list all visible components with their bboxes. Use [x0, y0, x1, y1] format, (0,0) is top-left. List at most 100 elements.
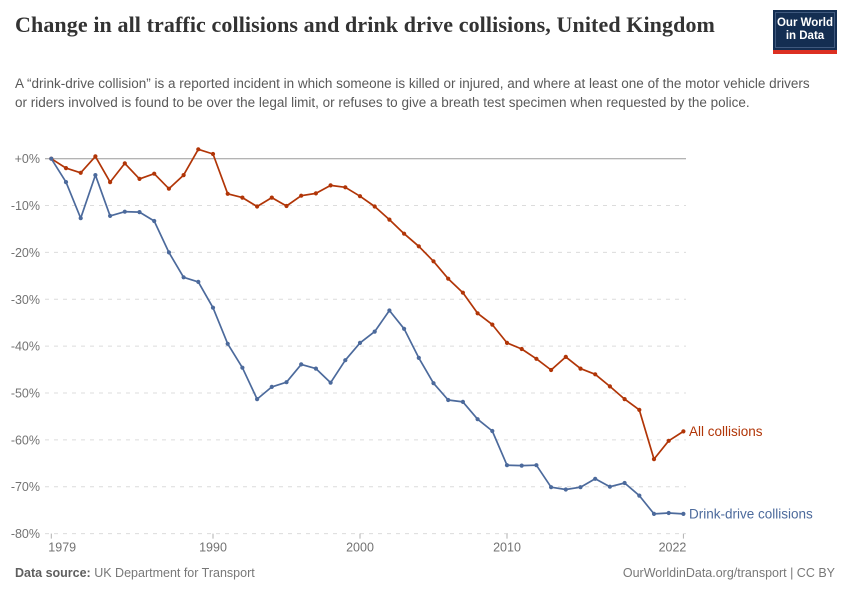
y-axis-labels: +0% -10% -20% -30% -40% -50% -60% -70% -80%: [11, 152, 40, 541]
data-point[interactable]: [402, 231, 407, 236]
data-point[interactable]: [651, 511, 657, 516]
x-tick-label: 2010: [493, 541, 521, 555]
data-point[interactable]: [607, 484, 613, 489]
owid-logo[interactable]: Our World in Data: [773, 10, 837, 54]
data-point[interactable]: [240, 195, 245, 200]
data-point[interactable]: [387, 217, 392, 222]
attribution-link[interactable]: OurWorldinData.org/transport | CC BY: [622, 566, 835, 580]
data-point[interactable]: [578, 485, 583, 490]
data-point[interactable]: [122, 209, 127, 214]
data-point[interactable]: [49, 156, 54, 161]
data-point[interactable]: [269, 384, 274, 389]
data-point[interactable]: [299, 362, 304, 367]
data-point[interactable]: [225, 191, 230, 196]
data-point[interactable]: [622, 480, 627, 486]
data-point[interactable]: [504, 463, 510, 468]
data-point[interactable]: [166, 250, 171, 255]
data-point[interactable]: [504, 340, 510, 345]
data-point[interactable]: [637, 407, 642, 412]
data-point[interactable]: [343, 358, 348, 363]
data-point[interactable]: [152, 218, 157, 224]
data-point[interactable]: [225, 341, 230, 346]
data-point[interactable]: [622, 397, 627, 402]
data-point[interactable]: [593, 372, 598, 377]
data-point[interactable]: [563, 354, 568, 359]
data-point[interactable]: [181, 275, 186, 280]
data-point[interactable]: [402, 326, 407, 331]
data-point[interactable]: [137, 176, 142, 181]
series-line-all-collisions[interactable]: [50, 148, 685, 460]
data-point[interactable]: [108, 180, 113, 185]
data-point[interactable]: [152, 171, 157, 176]
data-point[interactable]: [196, 279, 201, 284]
data-point[interactable]: [460, 290, 465, 295]
data-point[interactable]: [593, 476, 598, 481]
data-point[interactable]: [181, 173, 186, 178]
data-point[interactable]: [328, 380, 333, 385]
data-point[interactable]: [93, 154, 98, 159]
data-point[interactable]: [357, 340, 363, 345]
y-tick-label: -10%: [11, 199, 40, 213]
data-point[interactable]: [78, 216, 83, 221]
data-point[interactable]: [431, 259, 436, 264]
data-point[interactable]: [372, 204, 377, 209]
data-point[interactable]: [372, 329, 377, 334]
data-point[interactable]: [196, 147, 201, 152]
data-point[interactable]: [63, 166, 69, 171]
data-point[interactable]: [490, 322, 495, 327]
data-point[interactable]: [637, 493, 642, 498]
data-point[interactable]: [475, 311, 480, 316]
data-point[interactable]: [137, 210, 142, 215]
data-point[interactable]: [313, 366, 318, 371]
data-point[interactable]: [446, 276, 451, 281]
data-point[interactable]: [284, 380, 289, 385]
data-point[interactable]: [210, 305, 216, 310]
data-point[interactable]: [343, 185, 348, 190]
data-point[interactable]: [651, 457, 657, 462]
series-drink-drive-collisions[interactable]: Drink-drive collisions: [49, 156, 813, 522]
data-point[interactable]: [681, 511, 686, 516]
data-point[interactable]: [681, 429, 686, 434]
data-point[interactable]: [299, 193, 304, 198]
data-point[interactable]: [122, 161, 127, 166]
series-line-drink-drive-collisions[interactable]: [50, 157, 685, 515]
y-tick-label: -70%: [11, 480, 40, 494]
data-point[interactable]: [313, 191, 318, 196]
data-point[interactable]: [534, 463, 539, 468]
data-point[interactable]: [475, 417, 480, 422]
data-point[interactable]: [666, 438, 671, 443]
data-point[interactable]: [519, 463, 524, 468]
data-point[interactable]: [387, 308, 392, 313]
data-point[interactable]: [357, 194, 363, 199]
data-point[interactable]: [416, 355, 421, 360]
data-point[interactable]: [666, 510, 671, 516]
data-point[interactable]: [563, 487, 568, 492]
series-all-collisions[interactable]: All collisions: [49, 147, 763, 462]
data-point[interactable]: [490, 428, 495, 434]
series-label-drink-drive-collisions: Drink-drive collisions: [689, 506, 813, 521]
data-point[interactable]: [284, 203, 289, 209]
data-point[interactable]: [549, 367, 554, 373]
data-point[interactable]: [519, 346, 524, 352]
y-tick-label: +0%: [15, 152, 40, 166]
data-point[interactable]: [549, 485, 554, 490]
data-point[interactable]: [269, 195, 274, 200]
data-point[interactable]: [416, 244, 421, 249]
chart-svg: +0%-10%-20%-30%-40%-50%-60%-70%-80%1979 1…: [11, 147, 813, 555]
data-point[interactable]: [255, 204, 260, 209]
data-point[interactable]: [534, 356, 539, 361]
data-point[interactable]: [446, 397, 451, 403]
data-point[interactable]: [431, 381, 436, 386]
data-point[interactable]: [63, 180, 69, 185]
data-point[interactable]: [166, 186, 171, 191]
data-point[interactable]: [240, 365, 245, 370]
data-point[interactable]: [328, 183, 333, 188]
data-point[interactable]: [460, 399, 465, 404]
data-point[interactable]: [108, 213, 113, 218]
data-point[interactable]: [607, 384, 613, 389]
data-point[interactable]: [578, 366, 583, 371]
data-point[interactable]: [255, 397, 260, 402]
data-point[interactable]: [93, 173, 98, 178]
data-point[interactable]: [210, 151, 216, 157]
data-point[interactable]: [78, 170, 83, 175]
